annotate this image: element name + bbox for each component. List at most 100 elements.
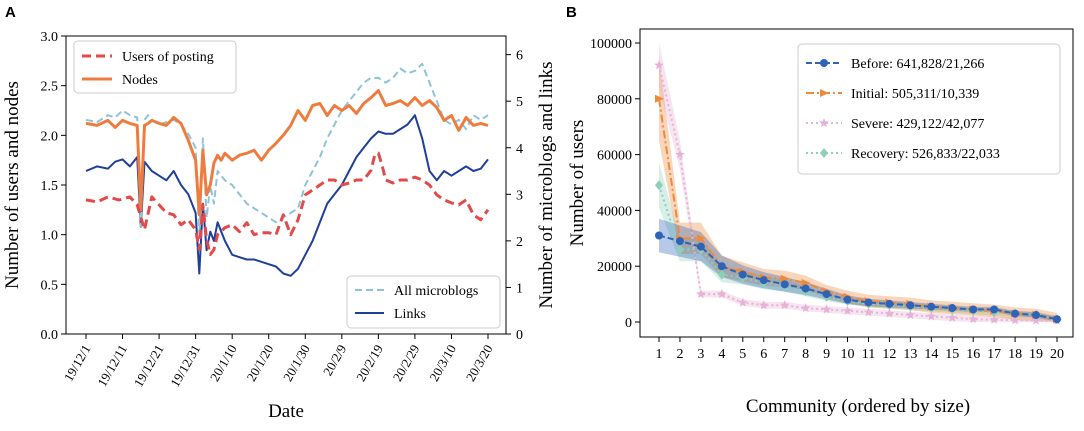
a-left-tick-label: 0.0	[41, 328, 59, 343]
b-x-tick-label: 7	[781, 347, 788, 362]
a-right-tick-label: 5	[516, 95, 523, 110]
b-point-2	[717, 289, 727, 299]
legend-nodes-label: Nodes	[122, 73, 158, 88]
a-right-tick-label: 2	[516, 235, 523, 250]
panel-b-letter: B	[566, 4, 577, 21]
b-x-tick-label: 10	[841, 347, 855, 362]
a-left-tick-label: 3.0	[41, 30, 59, 45]
legend-b-label: Before: 641,828/21,266	[851, 57, 984, 72]
b-point-2	[884, 308, 895, 318]
b-point-2	[654, 60, 664, 70]
chart-b-ylabel: Number of users	[567, 120, 588, 247]
b-point-0	[990, 305, 999, 314]
chart-b-series	[654, 43, 1062, 325]
b-point-0	[906, 301, 915, 310]
b-point-2	[738, 297, 748, 307]
a-left-tick-label: 1.5	[41, 179, 59, 194]
b-x-tick-label: 15	[945, 347, 959, 362]
chart-a-left-axis: 0.0 0.5 1.0 1.5 2.0 2.5 3.0	[41, 30, 66, 343]
b-x-tick-label: 18	[1008, 347, 1022, 362]
chart-a-ylabel-right: Number of microblogs and links	[536, 62, 557, 309]
b-point-2	[800, 303, 811, 313]
legend-bottom-box	[346, 275, 501, 329]
b-point-0	[696, 242, 705, 251]
b-point-2	[947, 312, 957, 322]
chart-a-series	[85, 62, 490, 277]
b-x-tick-label: 13	[903, 347, 917, 362]
b-point-2	[696, 289, 706, 299]
b-x-tick-label: 6	[760, 347, 767, 362]
b-point-0	[969, 305, 978, 314]
legend-b-label: Severe: 429,122/42,077	[851, 117, 984, 132]
b-band-3	[659, 163, 1057, 322]
legend-b-items: Before: 641,828/21,266 Initial: 505,311/1…	[806, 57, 1000, 162]
a-series-links	[85, 114, 489, 277]
b-y-tick-label: 0	[625, 316, 632, 331]
b-point-0	[759, 276, 768, 285]
b-point-2	[989, 314, 999, 324]
b-point-0	[1032, 311, 1041, 320]
chart-b-frame	[639, 28, 1074, 338]
b-point-1	[696, 234, 706, 243]
b-y-tick-label: 20000	[597, 260, 632, 275]
legend-microblogs-label: All microblogs	[394, 284, 478, 299]
chart-a-x-axis: 19/12/1 19/12/11 19/12/21 19/12/31 20/1/10 20…	[61, 334, 496, 390]
b-x-tick-label: 16	[966, 347, 980, 362]
a-x-tick-label: 19/12/31	[167, 342, 203, 390]
b-x-tick-label: 17	[987, 347, 1001, 362]
b-point-0	[801, 284, 810, 293]
b-point-2	[905, 310, 916, 320]
a-x-tick-label: 19/12/11	[94, 342, 130, 389]
panel-a-letter: A	[5, 4, 16, 21]
a-x-tick-label: 20/2/19	[353, 342, 386, 384]
a-series-users-of-posting	[85, 151, 490, 256]
b-point-0	[717, 262, 726, 271]
legend-b-label: Recovery: 526,833/22,033	[851, 147, 1000, 162]
legend-b-marker	[819, 118, 829, 127]
a-x-tick-label: 20/3/10	[426, 342, 459, 384]
b-x-tick-label: 9	[823, 347, 830, 362]
b-x-tick-label: 4	[718, 347, 725, 362]
b-point-3	[675, 244, 684, 255]
a-x-tick-label: 20/1/20	[243, 342, 276, 384]
b-x-tick-label: 2	[676, 347, 683, 362]
b-x-tick-label: 5	[739, 347, 746, 362]
a-x-tick-label: 20/1/30	[280, 342, 313, 384]
b-x-tick-label: 12	[882, 347, 896, 362]
a-series-nodes	[85, 89, 489, 217]
b-y-tick-label: 60000	[597, 149, 632, 164]
b-point-2	[926, 311, 937, 321]
legend-b-label: Initial: 505,311/10,339	[851, 87, 979, 102]
chart-b-y-axis: 0 20000 40000 60000 80000 100000	[590, 37, 640, 331]
b-point-2	[1031, 315, 1041, 325]
b-point-0	[1011, 309, 1020, 318]
a-right-tick-label: 4	[516, 142, 523, 157]
a-right-tick-label: 6	[516, 49, 523, 64]
a-x-tick-label: 20/3/20	[463, 342, 496, 384]
b-x-tick-label: 20	[1050, 347, 1064, 362]
b-point-2	[968, 314, 978, 324]
legend-top-box	[73, 40, 237, 94]
b-y-tick-label: 40000	[597, 204, 632, 219]
b-x-tick-label: 19	[1029, 347, 1043, 362]
chart-b-legend: Before: 641,828/21,266 Initial: 505,311/1…	[797, 43, 1061, 175]
a-left-tick-label: 1.0	[41, 229, 59, 244]
b-y-tick-label: 100000	[590, 37, 632, 52]
b-point-0	[655, 231, 663, 240]
legend-b-box	[797, 43, 1061, 175]
b-point-0	[822, 290, 831, 299]
b-point-0	[864, 298, 873, 307]
b-x-tick-label: 1	[656, 347, 663, 362]
b-point-0	[738, 270, 747, 279]
b-point-2	[821, 304, 832, 314]
a-x-tick-label: 20/1/10	[207, 342, 240, 384]
b-point-0	[843, 295, 852, 304]
b-point-3	[655, 180, 663, 191]
a-right-tick-label: 3	[516, 188, 523, 203]
a-x-tick-label: 20/2/29	[390, 342, 423, 384]
b-point-2	[863, 307, 874, 317]
a-right-tick-label: 0	[516, 328, 523, 343]
a-x-tick-label: 19/12/1	[61, 342, 94, 384]
b-point-0	[885, 299, 894, 308]
b-point-1	[655, 94, 664, 103]
